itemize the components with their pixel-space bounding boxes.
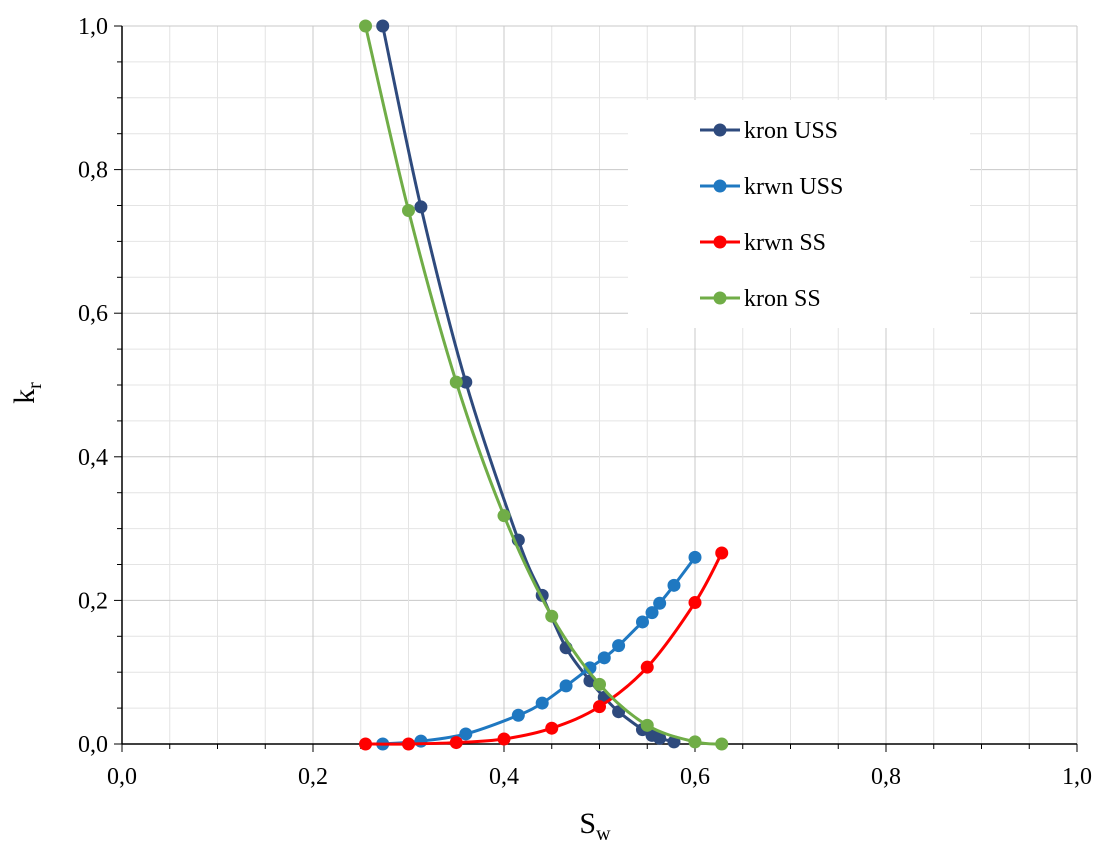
data-point [667,578,681,592]
data-point [593,677,606,691]
x-tick-label: 0,2 [298,764,328,790]
data-point [593,700,606,714]
legend-label: kron SS [744,286,821,312]
legend-marker [713,235,727,249]
legend-label: kron USS [744,118,838,144]
legend-marker [713,291,727,305]
data-point [402,737,415,751]
x-tick-label: 0,8 [871,764,901,790]
legend-item-kron-ss: kron SS [700,286,821,312]
data-point [653,596,667,610]
data-point [497,509,511,523]
y-tick-label: 0,8 [78,158,108,184]
data-point [640,660,654,674]
legend-label: krwn SS [744,230,826,256]
x-tick-label: 1,0 [1062,764,1092,790]
x-axis-title-sub: w [596,823,611,845]
data-point [688,596,702,610]
data-point [688,735,702,749]
data-point [497,732,511,746]
data-point [612,639,626,653]
data-point [645,606,659,620]
y-axis-title: kr [8,382,46,404]
y-tick-label: 0,6 [78,301,108,327]
data-point [635,615,649,629]
legend-label: krwn USS [744,174,843,200]
legend-marker [713,123,727,137]
series-krwn-ss [359,546,729,751]
data-point [359,19,373,33]
data-point [511,708,525,722]
data-point [449,736,463,750]
data-point [545,609,559,623]
x-tick-label: 0,4 [489,764,519,790]
y-tick-label: 0,4 [78,445,108,471]
legend: kron USS krwn USS krwn SS kron SS [628,100,970,328]
data-point [414,200,428,214]
data-point [545,721,559,735]
data-point [414,734,428,748]
series-krwn-uss [376,550,702,751]
data-point [715,546,729,560]
x-axis-title: Sw [579,807,611,845]
data-point [449,375,463,389]
data-point [715,737,729,751]
data-point [597,651,611,665]
data-point [376,19,390,33]
legend-box [628,100,970,328]
data-point [402,204,415,218]
data-point [535,696,549,710]
legend-marker [713,179,727,193]
legend-item-kron-uss: kron USS [700,118,838,144]
y-axis-title-main: k [8,389,41,404]
y-axis-title-sub: r [24,382,46,389]
legend-item-krwn-uss: krwn USS [700,174,843,200]
series-kron-ss [359,19,729,751]
x-tick-label: 0,6 [680,764,710,790]
y-tick-label: 0,2 [78,588,108,614]
x-axis-title-main: S [579,807,596,840]
series-kron-uss [376,19,681,749]
y-tick-label: 0,0 [78,732,108,758]
series-line [365,552,724,746]
data-point [359,737,373,751]
legend-item-krwn-ss: krwn SS [700,230,826,256]
data-point [653,731,667,745]
series-layer [359,19,729,751]
data-point [688,550,702,564]
x-tick-label: 0,0 [107,764,137,790]
data-point [559,679,573,693]
data-point [459,727,473,741]
axes: 0,0 0,2 0,4 0,6 0,8 1,0 0,0 0,2 0,4 0,6 0,8 1,0 [78,14,1092,790]
y-tick-label: 1,0 [78,14,108,40]
data-point [459,375,473,389]
data-point [640,718,654,732]
